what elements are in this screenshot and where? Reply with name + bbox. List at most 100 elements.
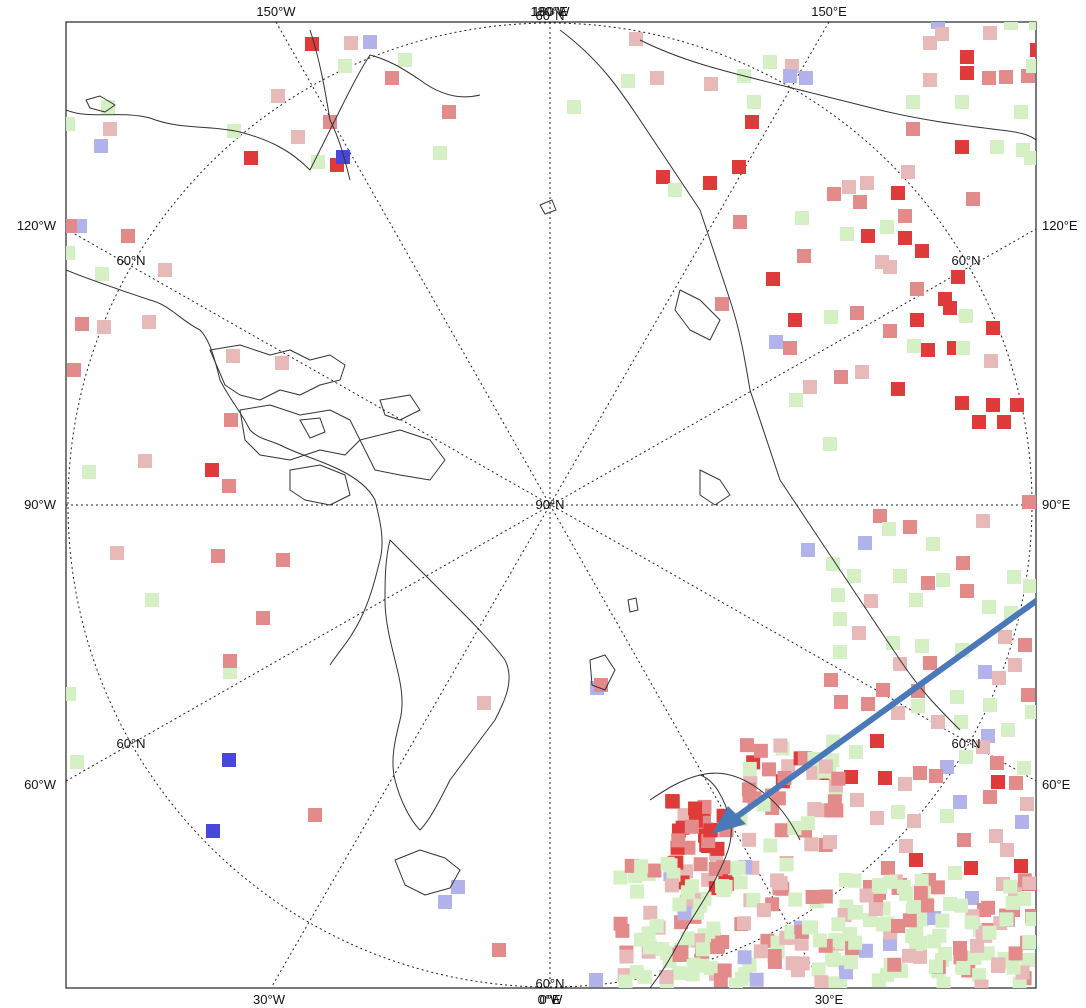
station-marker bbox=[970, 938, 985, 953]
station-marker bbox=[920, 898, 935, 913]
station-marker bbox=[938, 947, 953, 962]
station-marker bbox=[847, 569, 861, 583]
station-marker bbox=[936, 976, 951, 988]
station-marker bbox=[840, 227, 854, 241]
station-marker bbox=[883, 324, 897, 338]
station-marker bbox=[881, 861, 895, 875]
station-marker bbox=[492, 943, 506, 957]
station-marker bbox=[861, 697, 875, 711]
station-marker bbox=[906, 95, 920, 109]
station-marker bbox=[940, 809, 954, 823]
station-marker bbox=[799, 71, 813, 85]
lon-label-left: 120°W bbox=[17, 218, 57, 233]
station-marker bbox=[66, 246, 75, 260]
station-marker bbox=[205, 463, 219, 477]
station-marker bbox=[893, 657, 907, 671]
station-marker bbox=[998, 630, 1012, 644]
station-marker bbox=[703, 176, 717, 190]
center-label: 90°N bbox=[535, 497, 564, 512]
station-marker bbox=[873, 509, 887, 523]
station-marker bbox=[870, 811, 884, 825]
station-marker bbox=[711, 938, 726, 953]
station-marker bbox=[855, 365, 869, 379]
station-marker bbox=[983, 26, 997, 40]
station-marker bbox=[701, 833, 716, 848]
station-marker bbox=[827, 187, 841, 201]
station-marker bbox=[943, 301, 957, 315]
station-marker bbox=[1007, 570, 1021, 584]
station-marker bbox=[323, 115, 337, 129]
lat-label: 60°N bbox=[116, 736, 145, 751]
station-marker bbox=[244, 151, 258, 165]
station-marker bbox=[769, 335, 783, 349]
station-marker bbox=[863, 913, 877, 927]
station-marker bbox=[1020, 797, 1034, 811]
meridian-line bbox=[66, 228, 1036, 782]
station-marker bbox=[807, 802, 822, 817]
station-marker bbox=[923, 656, 937, 670]
station-marker bbox=[732, 160, 746, 174]
station-marker bbox=[891, 382, 905, 396]
station-marker bbox=[891, 186, 905, 200]
station-marker bbox=[943, 897, 957, 911]
station-marker bbox=[861, 229, 875, 243]
station-marker bbox=[305, 37, 319, 51]
station-marker bbox=[931, 22, 945, 29]
station-marker bbox=[903, 520, 917, 534]
station-marker bbox=[770, 873, 785, 888]
station-marker bbox=[805, 889, 820, 904]
station-marker bbox=[158, 263, 172, 277]
station-marker bbox=[990, 756, 1004, 770]
meridian-line bbox=[66, 228, 1036, 782]
station-marker bbox=[986, 398, 1000, 412]
station-marker bbox=[363, 35, 377, 49]
station-marker bbox=[983, 698, 997, 712]
station-marker bbox=[1008, 946, 1023, 961]
station-marker bbox=[923, 36, 937, 50]
station-marker bbox=[630, 884, 645, 899]
station-marker bbox=[643, 940, 658, 955]
station-marker bbox=[915, 244, 929, 258]
station-marker bbox=[898, 231, 912, 245]
station-marker bbox=[664, 878, 679, 893]
station-marker bbox=[909, 593, 923, 607]
station-marker bbox=[739, 738, 754, 753]
station-marker bbox=[955, 95, 969, 109]
station-marker bbox=[948, 866, 962, 880]
station-marker bbox=[954, 715, 968, 729]
station-marker bbox=[825, 951, 840, 966]
coastlines bbox=[66, 29, 1036, 988]
station-marker bbox=[223, 654, 237, 668]
station-marker bbox=[779, 857, 794, 872]
lon-label-top: 150°E bbox=[811, 4, 847, 19]
station-marker bbox=[226, 349, 240, 363]
station-marker bbox=[906, 899, 921, 914]
station-marker bbox=[930, 880, 945, 895]
station-marker bbox=[999, 912, 1014, 927]
station-marker bbox=[1008, 658, 1022, 672]
station-marker bbox=[887, 957, 902, 972]
station-marker bbox=[70, 755, 84, 769]
station-marker bbox=[222, 753, 236, 767]
station-marker bbox=[729, 977, 744, 988]
station-marker bbox=[1017, 892, 1032, 907]
station-marker bbox=[708, 862, 723, 877]
station-marker bbox=[1001, 723, 1015, 737]
station-marker bbox=[737, 916, 752, 931]
station-marker bbox=[960, 66, 974, 80]
station-marker bbox=[1014, 859, 1028, 873]
lon-label-left: 90°W bbox=[24, 497, 57, 512]
station-marker bbox=[649, 918, 664, 933]
station-marker bbox=[844, 955, 859, 970]
station-marker bbox=[256, 611, 270, 625]
station-marker bbox=[964, 915, 979, 930]
station-marker bbox=[704, 77, 718, 91]
lon-label-bottom: 0°E bbox=[539, 992, 560, 1007]
station-marker bbox=[637, 969, 652, 984]
station-marker bbox=[1021, 953, 1035, 967]
station-marker bbox=[615, 923, 630, 938]
station-marker bbox=[858, 536, 872, 550]
station-marker bbox=[1014, 105, 1028, 119]
lon-label-top: 180°W bbox=[530, 4, 570, 19]
station-marker bbox=[660, 856, 675, 871]
